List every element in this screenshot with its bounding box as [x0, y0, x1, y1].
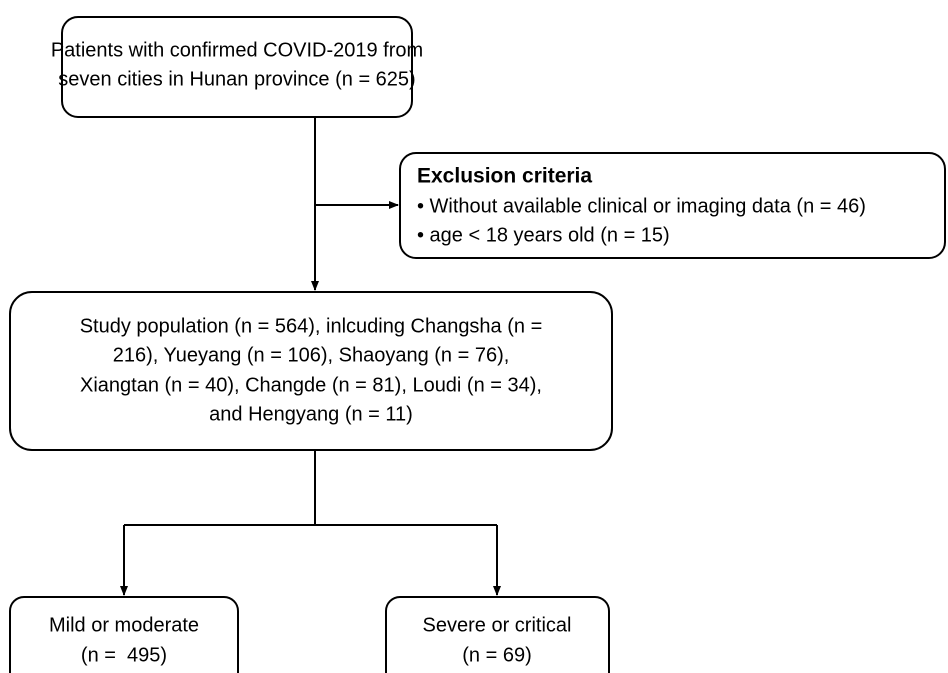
node-box [385, 596, 610, 673]
node-text: Patients with confirmed COVID-2019 from [51, 39, 423, 61]
node-text: and Hengyang (n = 11) [209, 403, 413, 425]
node-text: Xiangtan (n = 40), Changde (n = 81), Lou… [80, 374, 542, 396]
node-text: Study population (n = 564), inlcuding Ch… [80, 315, 543, 337]
node-box [9, 291, 613, 451]
node-text: 216), Yueyang (n = 106), Shaoyang (n = 7… [113, 344, 510, 366]
node-text: • Without available clinical or imaging … [417, 195, 866, 217]
node-text: Mild or moderate [49, 614, 199, 636]
node-text: seven cities in Hunan province (n = 625) [58, 68, 415, 90]
node-title: Exclusion criteria [417, 165, 592, 188]
node-box [399, 152, 946, 259]
node-box [9, 596, 239, 673]
node-box [61, 16, 413, 118]
node-text: (n = 69) [462, 644, 531, 666]
node-text: • age < 18 years old (n = 15) [417, 224, 670, 246]
node-text: (n = 495) [81, 644, 167, 666]
node-text: Severe or critical [423, 614, 572, 636]
